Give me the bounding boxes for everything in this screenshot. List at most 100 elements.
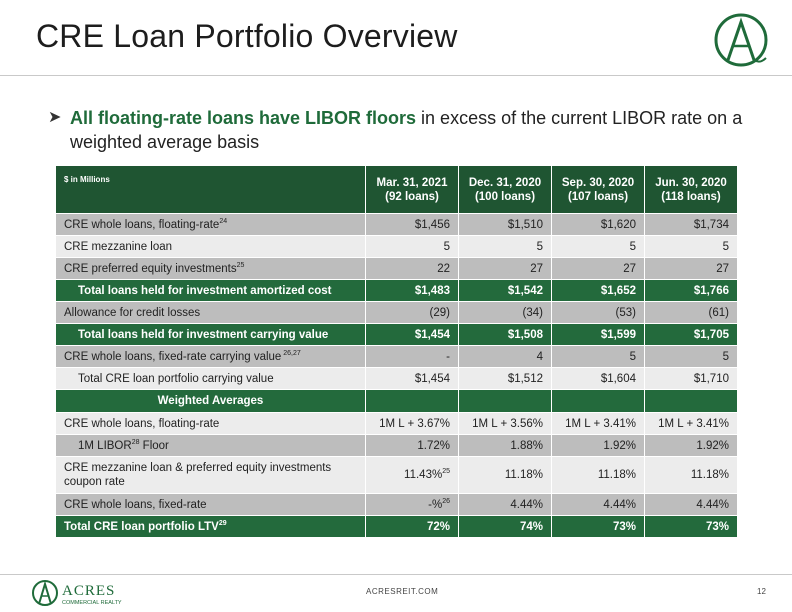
cell-value: 11.18%	[551, 456, 645, 494]
cell-value: $1,734	[644, 213, 738, 236]
cell-value: 11.43%25	[365, 456, 459, 494]
header-divider	[0, 75, 792, 76]
row-label: CRE whole loans, fixed-rate carrying val…	[55, 345, 366, 368]
cell-value: 74%	[458, 515, 552, 538]
row-label: Total CRE loan portfolio carrying value	[55, 367, 366, 390]
cell-value: 1.72%	[365, 434, 459, 457]
cell-value: $1,604	[551, 367, 645, 390]
cell-value: $1,512	[458, 367, 552, 390]
logo-word: ACRES	[62, 583, 115, 599]
cell-value: $1,599	[551, 323, 645, 346]
row-label: CRE preferred equity investments25	[55, 257, 366, 280]
cell-value: 73%	[644, 515, 738, 538]
cell-value: 11.18%	[644, 456, 738, 494]
cell-value: 5	[644, 345, 738, 368]
loan-portfolio-table: $ in Millions Mar. 31, 2021 (92 loans) De…	[55, 165, 738, 538]
table-row: CRE mezzanine loan 5 5 5 5	[55, 235, 738, 258]
cell-value: 5	[365, 235, 459, 258]
cell-value: $1,454	[365, 367, 459, 390]
cell-value: (34)	[458, 301, 552, 324]
column-header: Dec. 31, 2020 (100 loans)	[458, 165, 552, 214]
table-row-total: Total loans held for investment carrying…	[55, 323, 738, 346]
cell-value: 5	[551, 235, 645, 258]
cell-value	[458, 389, 552, 413]
bullet-text: All floating-rate loans have LIBOR floor…	[70, 106, 748, 154]
table-row: CRE whole loans, fixed-rate -%26 4.44% 4…	[55, 493, 738, 516]
page-number: 12	[757, 587, 766, 596]
cell-value: $1,454	[365, 323, 459, 346]
cell-value: $1,510	[458, 213, 552, 236]
cell-value: (29)	[365, 301, 459, 324]
cell-value: 4.44%	[458, 493, 552, 516]
section-header-row: Weighted Averages	[55, 389, 738, 413]
cell-value: $1,766	[644, 279, 738, 302]
cell-value	[365, 389, 459, 413]
cell-value: $1,542	[458, 279, 552, 302]
arrow-bullet-icon: ➤	[48, 109, 62, 126]
cell-value: (53)	[551, 301, 645, 324]
cell-value: $1,705	[644, 323, 738, 346]
cell-value: 4.44%	[644, 493, 738, 516]
table-row: CRE mezzanine loan & preferred equity in…	[55, 456, 738, 494]
cell-value: 1M L + 3.41%	[551, 412, 645, 435]
table-row: Total CRE loan portfolio carrying value …	[55, 367, 738, 390]
column-header: Jun. 30, 2020 (118 loans)	[644, 165, 738, 214]
table-row: Allowance for credit losses (29) (34) (5…	[55, 301, 738, 324]
row-label: CRE mezzanine loan	[55, 235, 366, 258]
acres-logo-icon: ACRES COMMERCIAL REALTY	[32, 580, 122, 606]
table-row: CRE whole loans, floating-rate24 $1,456 …	[55, 213, 738, 236]
cell-value: (61)	[644, 301, 738, 324]
table-header-row: $ in Millions Mar. 31, 2021 (92 loans) De…	[55, 165, 738, 214]
cell-value: 1M L + 3.67%	[365, 412, 459, 435]
row-label: Total loans held for investment carrying…	[55, 323, 366, 346]
section-label: Weighted Averages	[55, 389, 366, 413]
bullet-bold: All floating-rate loans have LIBOR floor…	[70, 108, 417, 128]
table-row: CRE preferred equity investments25 22 27…	[55, 257, 738, 280]
cell-value: 4.44%	[551, 493, 645, 516]
unit-label: $ in Millions	[55, 165, 366, 214]
cell-value: 27	[551, 257, 645, 280]
bullet-rest: in excess of the current LIBOR rate on a…	[70, 108, 743, 152]
page-title: CRE Loan Portfolio Overview	[36, 18, 458, 54]
logo-sub: COMMERCIAL REALTY	[62, 600, 122, 606]
row-label: CRE whole loans, floating-rate24	[55, 213, 366, 236]
acres-logo-icon	[714, 13, 768, 67]
cell-value: $1,652	[551, 279, 645, 302]
cell-value: 22	[365, 257, 459, 280]
cell-value: 27	[644, 257, 738, 280]
cell-value: -	[365, 345, 459, 368]
cell-value: -%26	[365, 493, 459, 516]
table-row-total: Total CRE loan portfolio LTV29 72% 74% 7…	[55, 515, 738, 538]
cell-value: 1M L + 3.56%	[458, 412, 552, 435]
cell-value: 73%	[551, 515, 645, 538]
row-label: CRE whole loans, fixed-rate	[55, 493, 366, 516]
table-row-total: Total loans held for investment amortize…	[55, 279, 738, 302]
cell-value: 1.92%	[644, 434, 738, 457]
cell-value: $1,620	[551, 213, 645, 236]
cell-value: 72%	[365, 515, 459, 538]
column-header: Mar. 31, 2021 (92 loans)	[365, 165, 459, 214]
cell-value: 11.18%	[458, 456, 552, 494]
row-label: CRE whole loans, floating-rate	[55, 412, 366, 435]
row-label: Total CRE loan portfolio LTV29	[55, 515, 366, 538]
cell-value: 5	[551, 345, 645, 368]
cell-value: 5	[458, 235, 552, 258]
cell-value	[551, 389, 645, 413]
table-row: 1M LIBOR28 Floor 1.72% 1.88% 1.92% 1.92%	[55, 434, 738, 457]
cell-value: $1,483	[365, 279, 459, 302]
cell-value	[644, 389, 738, 413]
column-header: Sep. 30, 2020 (107 loans)	[551, 165, 645, 214]
key-point-bullet: ➤ All floating-rate loans have LIBOR flo…	[48, 106, 748, 154]
footer-url[interactable]: ACRESREIT.COM	[366, 587, 439, 596]
cell-value: 4	[458, 345, 552, 368]
table-row: CRE whole loans, fixed-rate carrying val…	[55, 345, 738, 368]
cell-value: 1.88%	[458, 434, 552, 457]
row-label: 1M LIBOR28 Floor	[55, 434, 366, 457]
footer-divider	[0, 574, 792, 575]
row-label: CRE mezzanine loan & preferred equity in…	[55, 456, 366, 494]
row-label: Allowance for credit losses	[55, 301, 366, 324]
cell-value: $1,710	[644, 367, 738, 390]
row-label: Total loans held for investment amortize…	[55, 279, 366, 302]
cell-value: 5	[644, 235, 738, 258]
cell-value: $1,456	[365, 213, 459, 236]
